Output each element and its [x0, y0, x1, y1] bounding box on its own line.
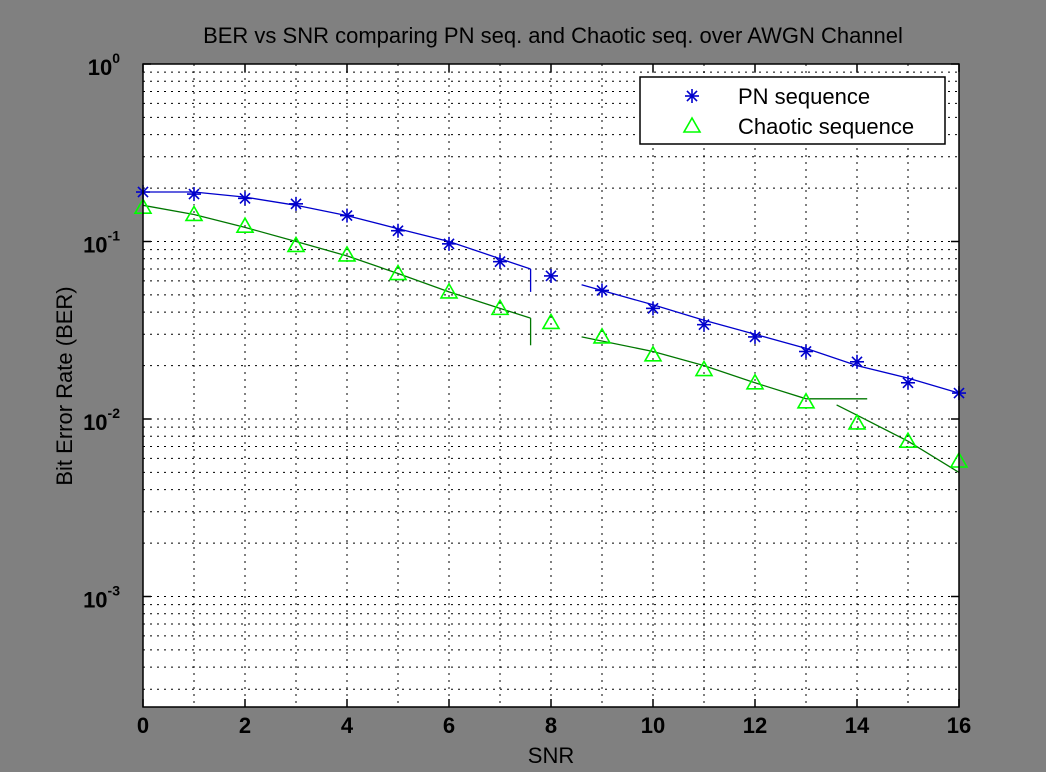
pn-point: [799, 344, 813, 359]
pn-point: [901, 375, 915, 390]
chaotic-point: [643, 345, 663, 362]
y-tick-label: 100: [88, 50, 120, 80]
chaotic-point: [847, 413, 867, 430]
y-tick-label: 10-3: [83, 583, 120, 613]
chaotic-point: [490, 298, 510, 316]
legend-marker-pn: [685, 89, 699, 103]
chaotic-point: [439, 282, 459, 299]
pn-point: [391, 223, 405, 238]
x-tick-label: 12: [743, 713, 767, 738]
pn-point: [748, 329, 762, 344]
pn-point: [850, 354, 864, 369]
chaotic-point: [745, 373, 765, 390]
x-axis-ticks: 0 2 4 6 8 10 12 14 16: [137, 64, 971, 738]
y-axis-label: Bit Error Rate (BER): [52, 286, 77, 485]
x-tick-label: 8: [545, 713, 557, 738]
x-tick-label: 4: [341, 713, 354, 738]
y-axis-ticks: 100 10-1 10-2 10-3: [83, 50, 959, 613]
fit-curve: [581, 284, 960, 394]
pn-point: [442, 236, 456, 251]
y-tick-label: 10-1: [83, 228, 120, 258]
legend-marker-chaotic: [682, 116, 702, 133]
x-tick-label: 6: [443, 713, 455, 738]
x-axis-label: SNR: [528, 743, 574, 768]
legend-asterisk-icon: [685, 89, 699, 103]
plot-area: [143, 64, 959, 707]
data-markers: [133, 185, 969, 468]
legend-label-pn: PN sequence: [738, 84, 870, 109]
pn-point: [595, 283, 609, 298]
fit-curve: [142, 204, 531, 319]
pn-point: [187, 187, 201, 202]
chaotic-point: [337, 245, 357, 262]
x-tick-label: 0: [137, 713, 149, 738]
chaotic-point: [796, 392, 816, 409]
x-tick-label: 14: [845, 713, 870, 738]
y-tick-label: 10-2: [83, 405, 120, 435]
pn-point: [340, 208, 354, 223]
pn-point: [289, 196, 303, 211]
chaotic-point: [694, 359, 714, 377]
chart-title: BER vs SNR comparing PN seq. and Chaotic…: [203, 23, 903, 48]
legend-box: [639, 76, 946, 145]
chaotic-point: [592, 327, 612, 344]
legend: PN sequence Chaotic sequence: [639, 76, 946, 145]
x-tick-label: 16: [947, 713, 971, 738]
chaotic-point: [898, 431, 918, 448]
legend-label-chaotic: Chaotic sequence: [738, 114, 914, 139]
fit-curve: [581, 336, 868, 400]
fit-curve: [836, 404, 960, 473]
chaotic-point: [184, 204, 204, 222]
pn-point: [238, 191, 252, 206]
pn-point: [493, 254, 507, 269]
legend-triangle-icon: [682, 116, 702, 133]
pn-point: [697, 317, 711, 332]
pn-point: [646, 301, 660, 316]
chaotic-point: [541, 312, 561, 330]
chaotic-point: [388, 263, 408, 281]
pn-point: [544, 268, 558, 283]
x-tick-label: 2: [239, 713, 251, 738]
chaotic-point: [235, 216, 255, 233]
chaotic-point: [286, 235, 306, 253]
x-tick-label: 10: [641, 713, 665, 738]
